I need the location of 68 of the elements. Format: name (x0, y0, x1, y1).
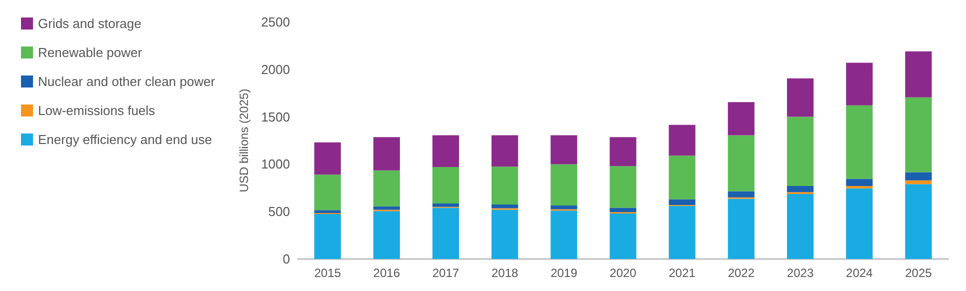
bar (786, 186, 814, 192)
legend-label: Energy efficiency and end use (38, 132, 212, 147)
x-tick-label: 2020 (610, 266, 637, 280)
y-tick-label: 2500 (261, 14, 290, 30)
bar (492, 204, 518, 208)
x-tick-label: 2019 (550, 266, 578, 280)
bar (610, 213, 636, 259)
bar (846, 178, 873, 186)
y-tick-label: 2000 (261, 62, 290, 77)
bar (846, 105, 873, 179)
bar (314, 214, 341, 259)
bar (786, 116, 814, 186)
x-tick-label: 2023 (786, 266, 814, 280)
legend-label: Low-emissions fuels (38, 103, 156, 118)
y-tick-label: 1000 (261, 156, 290, 172)
bar (550, 205, 578, 210)
bar (492, 135, 518, 167)
bar (786, 78, 814, 117)
x-tick-label: 2017 (432, 266, 460, 280)
bar (432, 204, 460, 207)
bar (905, 184, 932, 259)
legend-label: Grids and storage (38, 16, 142, 31)
bar (373, 170, 400, 206)
bar (492, 166, 518, 204)
bar (314, 174, 341, 210)
bar (905, 172, 932, 180)
bar (668, 156, 696, 200)
y-tick-label: 0 (282, 252, 290, 266)
bar (728, 135, 754, 192)
bar (373, 137, 400, 170)
x-tick-label: 2022 (728, 266, 755, 280)
bar (550, 135, 578, 164)
bar (373, 211, 400, 259)
bar (905, 51, 932, 98)
x-tick-label: 2016 (373, 266, 400, 280)
bar (610, 166, 636, 208)
bar (728, 102, 754, 136)
y-tick-label: 1500 (261, 109, 290, 124)
legend-label: Renewable power (38, 45, 143, 60)
x-tick-label: 2021 (668, 266, 696, 280)
bar (728, 191, 754, 198)
bar (314, 210, 341, 214)
bar (905, 97, 932, 172)
bar (728, 198, 754, 259)
x-tick-label: 2015 (314, 266, 342, 280)
x-tick-label: 2025 (905, 266, 932, 280)
bar (492, 210, 518, 259)
bar (550, 210, 578, 259)
bar (668, 124, 696, 156)
bar (905, 180, 932, 184)
bar (668, 206, 696, 259)
bar (610, 208, 636, 212)
bar (550, 164, 578, 206)
bar (846, 62, 873, 106)
bar (786, 194, 814, 259)
bar (432, 167, 460, 204)
bar (373, 206, 400, 210)
bar (432, 135, 460, 168)
bar (668, 199, 696, 205)
bar (432, 208, 460, 259)
y-axis-title: USD billions (2025) (237, 88, 252, 192)
bar (610, 137, 636, 166)
x-tick-label: 2018 (491, 266, 518, 280)
legend-label: Nuclear and other clean power (38, 74, 216, 89)
bar (314, 142, 341, 175)
bar (846, 188, 873, 259)
x-tick-label: 2024 (846, 266, 874, 280)
y-tick-label: 500 (268, 204, 290, 220)
